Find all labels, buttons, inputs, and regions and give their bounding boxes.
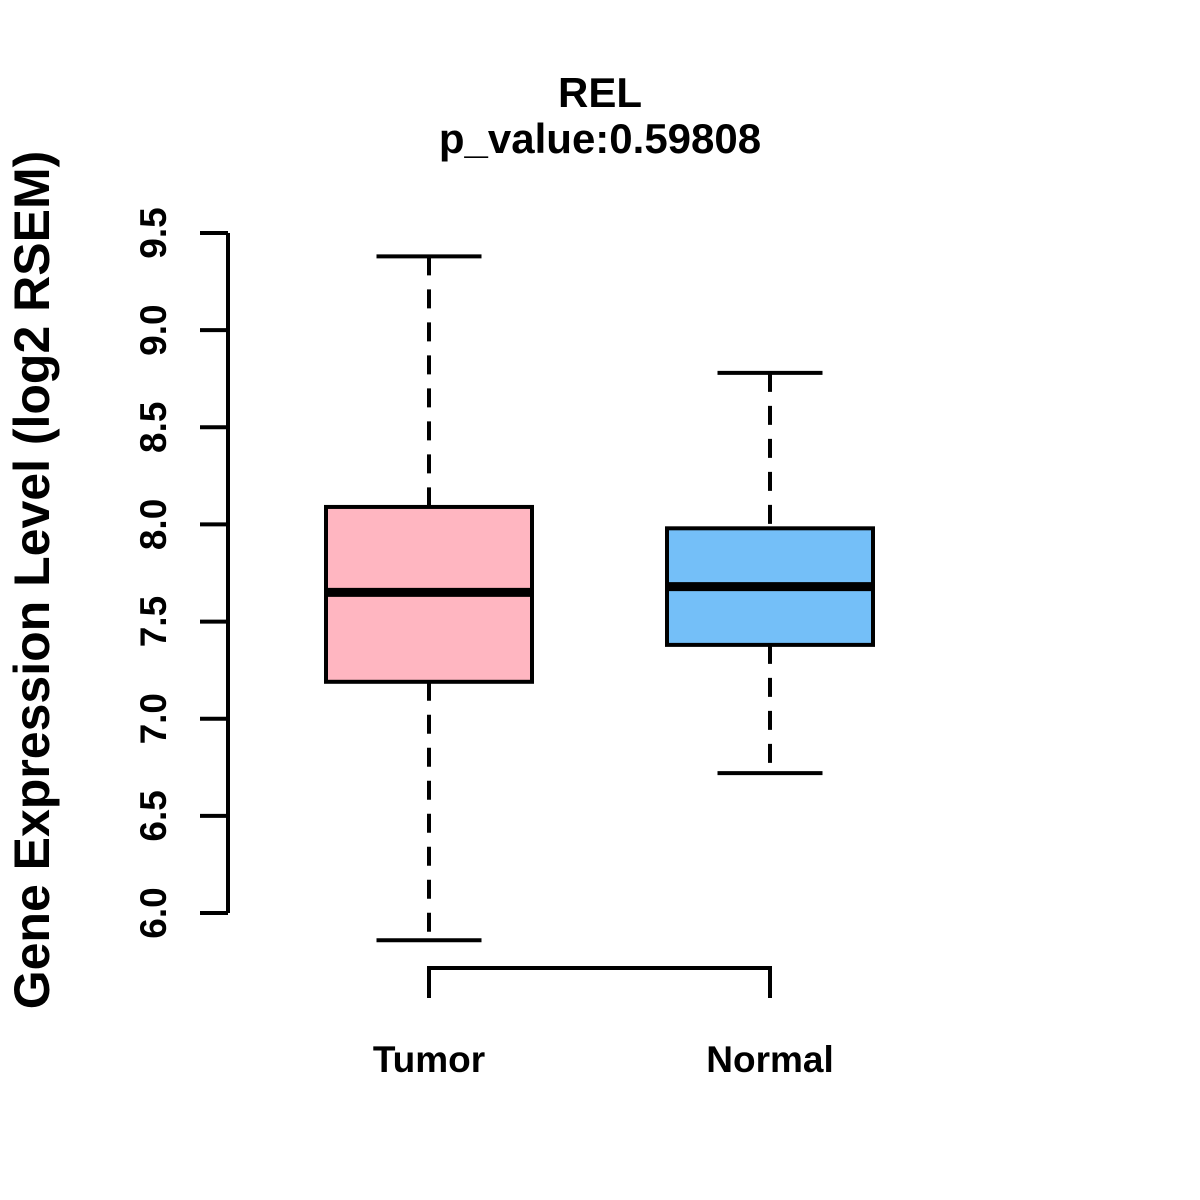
chart-title: REL [558, 69, 642, 116]
y-axis-tick-label: 7.0 [133, 693, 174, 744]
chart-subtitle: p_value:0.59808 [438, 115, 762, 162]
y-axis-tick-label: 7.5 [133, 596, 174, 647]
x-category-label-normal: Normal [706, 1039, 833, 1080]
y-axis-tick-label: 9.0 [133, 304, 174, 355]
y-axis-tick-label: 9.5 [133, 207, 174, 258]
y-axis-tick-label: 6.5 [133, 790, 174, 841]
y-axis-tick-label: 6.0 [133, 887, 174, 938]
x-category-label-tumor: Tumor [373, 1039, 485, 1080]
y-axis-tick-label: 8.5 [133, 402, 174, 453]
chart-title-block: REL p_value:0.59808 [0, 70, 1200, 162]
group-comparison-bracket [427, 966, 772, 998]
y-axis-tick-label: 8.0 [133, 499, 174, 550]
